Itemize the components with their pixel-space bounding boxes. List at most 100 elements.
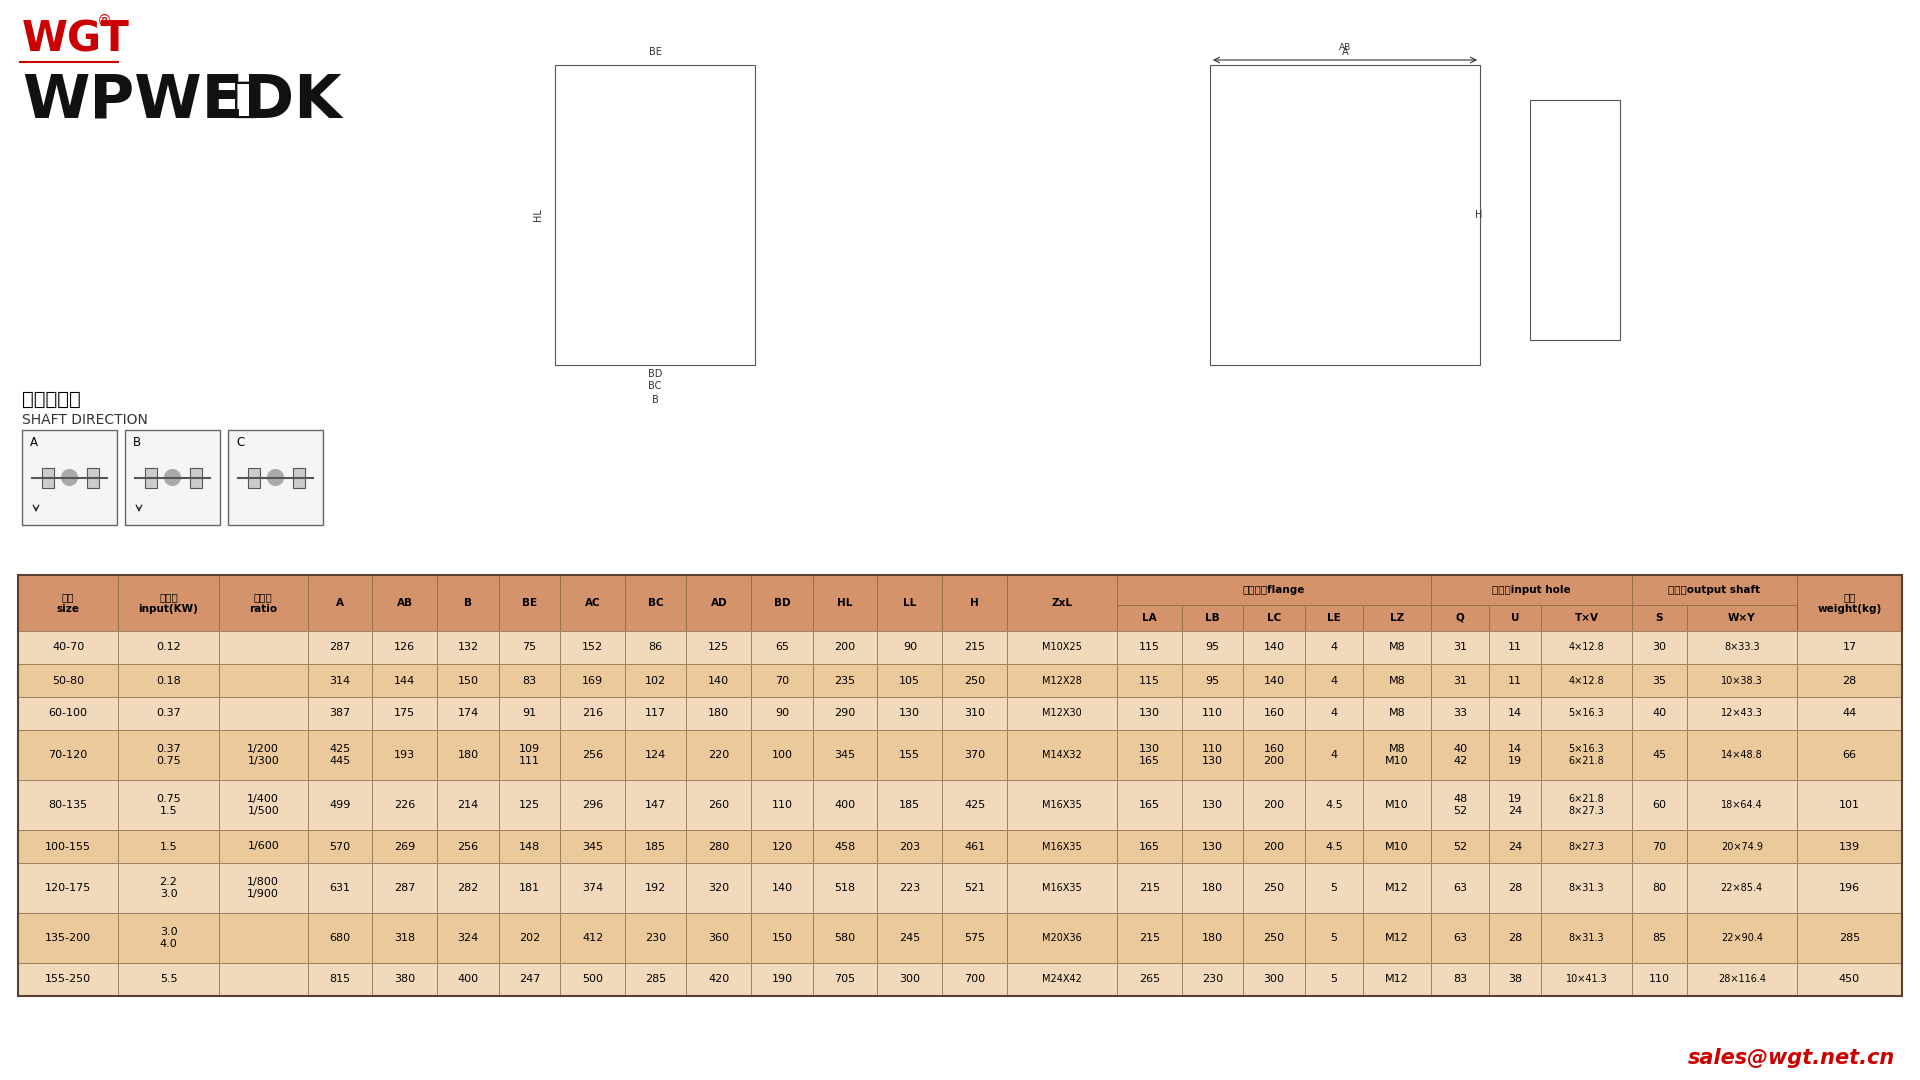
Bar: [1006, 913, 1117, 963]
Text: 22×90.4: 22×90.4: [1720, 933, 1763, 943]
Bar: [499, 913, 561, 963]
Bar: [1542, 913, 1632, 963]
Bar: [1688, 605, 1797, 631]
Bar: [1306, 631, 1363, 664]
Bar: [1244, 730, 1306, 780]
Bar: [438, 730, 499, 780]
Bar: [751, 963, 812, 996]
Text: 28: 28: [1507, 933, 1523, 943]
Bar: [1181, 664, 1244, 697]
Text: 0.12: 0.12: [156, 643, 180, 652]
Text: 150: 150: [772, 933, 793, 943]
Bar: [1632, 913, 1688, 963]
Bar: [499, 913, 561, 963]
Text: 0.37
0.75: 0.37 0.75: [156, 744, 180, 766]
Bar: [1181, 697, 1244, 730]
Bar: [1306, 913, 1363, 963]
Bar: [812, 575, 877, 631]
Bar: [1490, 863, 1542, 913]
Bar: [499, 575, 561, 631]
Bar: [1006, 863, 1117, 913]
Bar: [119, 831, 219, 863]
Bar: [307, 831, 372, 863]
Bar: [119, 730, 219, 780]
Bar: [943, 913, 1006, 963]
Bar: [812, 631, 877, 664]
Text: M10: M10: [1384, 800, 1409, 810]
Bar: [1688, 780, 1797, 831]
Text: 140: 140: [772, 883, 793, 893]
Bar: [1006, 730, 1117, 780]
Bar: [1181, 697, 1244, 730]
Bar: [812, 697, 877, 730]
Bar: [1430, 631, 1490, 664]
Bar: [219, 575, 307, 631]
Bar: [751, 831, 812, 863]
Text: 125: 125: [518, 800, 540, 810]
Text: 95: 95: [1206, 675, 1219, 686]
Bar: [1117, 780, 1181, 831]
Bar: [1181, 730, 1244, 780]
Bar: [687, 697, 751, 730]
Bar: [499, 963, 561, 996]
Bar: [1244, 664, 1306, 697]
Bar: [307, 913, 372, 963]
Text: BD: BD: [774, 598, 791, 608]
Bar: [877, 831, 943, 863]
Text: M12X30: M12X30: [1043, 708, 1081, 718]
Bar: [1181, 963, 1244, 996]
Bar: [1181, 605, 1244, 631]
Bar: [687, 863, 751, 913]
Text: 521: 521: [964, 883, 985, 893]
Bar: [812, 575, 877, 631]
Bar: [1542, 664, 1632, 697]
Text: 705: 705: [835, 974, 856, 985]
Text: 148: 148: [518, 841, 540, 851]
Text: 193: 193: [394, 750, 415, 760]
Bar: [499, 780, 561, 831]
Text: 450: 450: [1839, 974, 1860, 985]
Text: 5.5: 5.5: [159, 974, 177, 985]
Text: 10×38.3: 10×38.3: [1720, 675, 1763, 686]
Text: LZ: LZ: [1390, 613, 1404, 623]
Text: 202: 202: [518, 933, 540, 943]
Text: 44: 44: [1843, 708, 1857, 718]
Bar: [561, 730, 624, 780]
Text: 83: 83: [1453, 974, 1467, 985]
Bar: [1632, 831, 1688, 863]
Text: M8: M8: [1388, 643, 1405, 652]
Bar: [219, 780, 307, 831]
Text: 型号
size: 型号 size: [58, 592, 79, 615]
Bar: [438, 631, 499, 664]
Text: 100: 100: [772, 750, 793, 760]
Bar: [17, 575, 119, 631]
Bar: [1306, 831, 1363, 863]
Text: M12X28: M12X28: [1043, 675, 1081, 686]
Text: 185: 185: [899, 800, 920, 810]
Bar: [499, 631, 561, 664]
Bar: [1117, 730, 1181, 780]
Bar: [1490, 605, 1542, 631]
Text: 320: 320: [708, 883, 730, 893]
Bar: [372, 863, 438, 913]
Bar: [190, 468, 202, 487]
Bar: [1244, 831, 1306, 863]
Bar: [119, 963, 219, 996]
Bar: [1363, 863, 1430, 913]
Text: 216: 216: [582, 708, 603, 718]
Bar: [372, 730, 438, 780]
Text: 52: 52: [1453, 841, 1467, 851]
Text: 245: 245: [899, 933, 920, 943]
Bar: [499, 963, 561, 996]
Text: 235: 235: [835, 675, 856, 686]
Bar: [119, 780, 219, 831]
Bar: [751, 730, 812, 780]
Bar: [219, 831, 307, 863]
Bar: [561, 575, 624, 631]
Bar: [1542, 697, 1632, 730]
Bar: [1797, 863, 1903, 913]
Bar: [561, 913, 624, 963]
Bar: [624, 631, 687, 664]
Bar: [624, 913, 687, 963]
Text: 5: 5: [1331, 933, 1338, 943]
